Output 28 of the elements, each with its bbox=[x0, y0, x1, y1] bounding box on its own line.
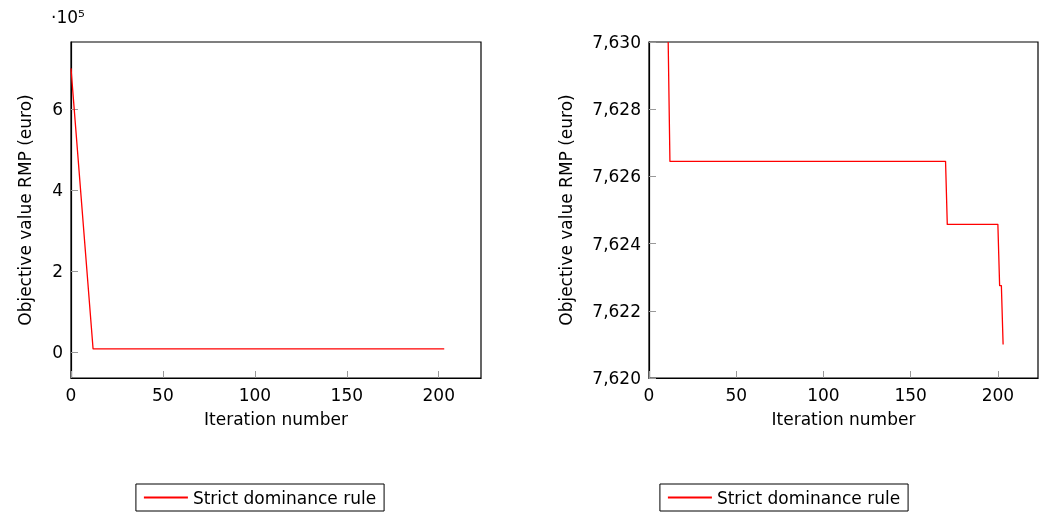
line-series bbox=[667, 41, 1004, 346]
y-tick-label: 7,622 bbox=[592, 300, 641, 321]
x-tick-label: 0 bbox=[65, 384, 77, 405]
y-tick-label: 7,630 bbox=[592, 32, 641, 52]
y-tick-label: 7,628 bbox=[592, 99, 641, 120]
x-tick-label: 200 bbox=[981, 384, 1015, 405]
y-tick-label: 0 bbox=[52, 342, 63, 363]
x-tick-label: 150 bbox=[330, 384, 364, 405]
y-tick-label: 7,626 bbox=[592, 166, 641, 187]
y-tick-label: 6 bbox=[52, 98, 63, 119]
x-tick-label: 0 bbox=[643, 384, 655, 405]
y-tick-label: 4 bbox=[52, 179, 63, 200]
x-tick-label: 200 bbox=[422, 384, 455, 405]
text: ·10⁵ bbox=[51, 6, 85, 27]
y-axis-title: Objective value RMP (euro) bbox=[555, 94, 576, 326]
x-tick-label: 100 bbox=[807, 384, 840, 405]
x-tick-label: 50 bbox=[725, 384, 748, 405]
x-axis-title: Iteration number bbox=[771, 408, 916, 429]
y-tick-label: 2 bbox=[52, 261, 63, 281]
legend-label: Strict dominance rule bbox=[716, 487, 901, 508]
y-tick-label: 7,624 bbox=[592, 233, 641, 254]
x-tick-label: 50 bbox=[152, 384, 174, 405]
x-tick-label: 150 bbox=[894, 384, 927, 405]
y-axis-title: Objective value RMP (euro) bbox=[14, 94, 35, 326]
y-tick-label: 7,620 bbox=[592, 368, 641, 388]
legend-label: Strict dominance rule bbox=[192, 487, 377, 508]
x-axis-title: Iteration number bbox=[204, 408, 348, 429]
x-tick-label: 100 bbox=[238, 384, 272, 405]
